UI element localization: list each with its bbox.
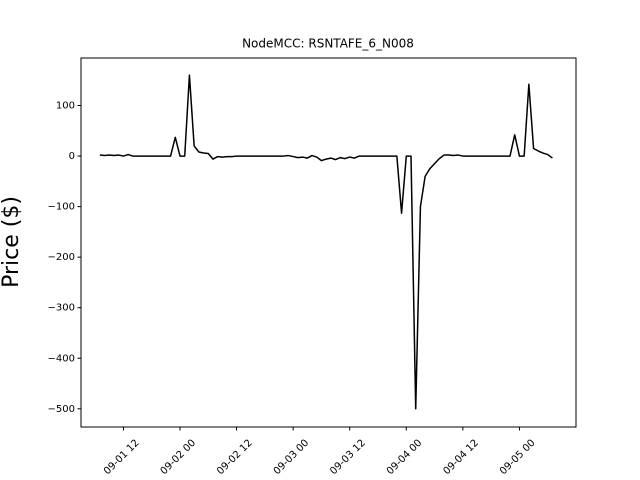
plot-frame <box>80 57 577 428</box>
x-tick-label: 09-01 12 <box>102 438 142 478</box>
y-tick-label: 100 <box>56 101 75 112</box>
x-tick-label: 09-04 12 <box>441 438 481 478</box>
line-series <box>99 74 553 410</box>
x-tick-label: 09-05 00 <box>498 438 538 478</box>
y-tick-label: −200 <box>48 252 75 263</box>
x-tick-label: 09-03 12 <box>328 438 368 478</box>
x-tick-label: 09-04 00 <box>385 438 425 478</box>
y-tick-label: −100 <box>48 202 75 213</box>
x-tick-label: 09-02 00 <box>159 438 199 478</box>
y-tick-label: −500 <box>48 404 75 415</box>
x-tick-label: 09-02 12 <box>215 438 255 478</box>
y-tick-label: 0 <box>69 151 75 162</box>
chart-title: NodeMCC: RSNTAFE_6_N008 <box>242 37 414 51</box>
y-tick-label: −300 <box>48 303 75 314</box>
x-tick-label: 09-03 00 <box>272 438 312 478</box>
y-tick-label: −400 <box>48 353 75 364</box>
y-axis-label: Price ($) <box>0 196 24 288</box>
